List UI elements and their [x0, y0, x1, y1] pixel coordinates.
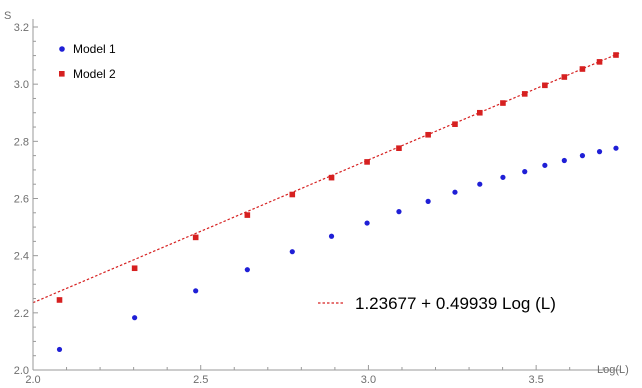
fit-line: [32, 52, 621, 304]
y-tick-label: 3.2: [14, 22, 29, 34]
legend-label-model-2: Model 2: [73, 67, 116, 81]
series-1-point: [56, 346, 63, 353]
series-2-point: [596, 59, 603, 65]
series-1-point: [477, 181, 483, 187]
series-1-point: [613, 145, 619, 151]
x-tick-label: 2.5: [193, 374, 208, 386]
legend-marker-model-2: [59, 71, 65, 77]
legend-marker-model-1: [59, 46, 65, 52]
series-2-point: [425, 131, 431, 138]
fit-legend: 1.23677 + 0.49939 Log (L): [318, 294, 556, 313]
series-2-point: [521, 91, 528, 97]
fit-legend-label: 1.23677 + 0.49939 Log (L): [355, 294, 556, 313]
y-tick-label: 2.0: [14, 365, 29, 377]
series-1-point: [364, 220, 370, 226]
series-1-point: [193, 288, 199, 294]
y-tick-label: 2.6: [14, 194, 29, 206]
series-2-point: [579, 66, 586, 72]
y-tick-label: 3.0: [14, 79, 29, 91]
series-2-point: [452, 121, 458, 127]
series-1-point: [244, 267, 250, 273]
series-2-point: [244, 212, 251, 218]
series-2-point: [328, 174, 335, 181]
x-axis-title: Log(L): [597, 364, 629, 376]
y-tick-label: 2.8: [14, 136, 29, 148]
x-tick-label: 3.5: [528, 374, 543, 386]
series-2-point: [561, 74, 568, 80]
series-2-point: [542, 82, 548, 89]
legend: Model 1 Model 2: [59, 42, 116, 81]
series-2-point: [396, 145, 402, 151]
y-tick-label: 2.2: [14, 308, 29, 320]
series-2-point: [131, 265, 138, 272]
y-axis-title: S: [4, 10, 11, 22]
series-2-point: [613, 52, 619, 58]
x-tick-label: 2.0: [25, 374, 40, 386]
series-2-point: [476, 109, 483, 116]
series-2-point: [56, 297, 63, 303]
series-1-point: [561, 157, 567, 164]
series-1-point: [425, 198, 431, 204]
x-tick-label: 3.0: [361, 374, 376, 386]
series-1-point: [579, 153, 586, 159]
series-1-point: [289, 249, 295, 255]
series-2-point: [364, 159, 370, 165]
series-1-point: [132, 315, 138, 321]
series-1-point: [396, 209, 402, 215]
legend-label-model-1: Model 1: [73, 42, 116, 56]
series-2-point: [289, 191, 296, 198]
series-1-point: [542, 162, 548, 168]
series-2-point: [192, 234, 199, 241]
series-1-point: [596, 149, 603, 155]
series-2-point: [500, 100, 506, 106]
series-1-point: [328, 233, 335, 239]
series-1-point: [452, 189, 458, 195]
y-tick-label: 2.4: [14, 251, 29, 263]
series-1-point: [500, 174, 506, 180]
series-1-point: [522, 169, 528, 175]
